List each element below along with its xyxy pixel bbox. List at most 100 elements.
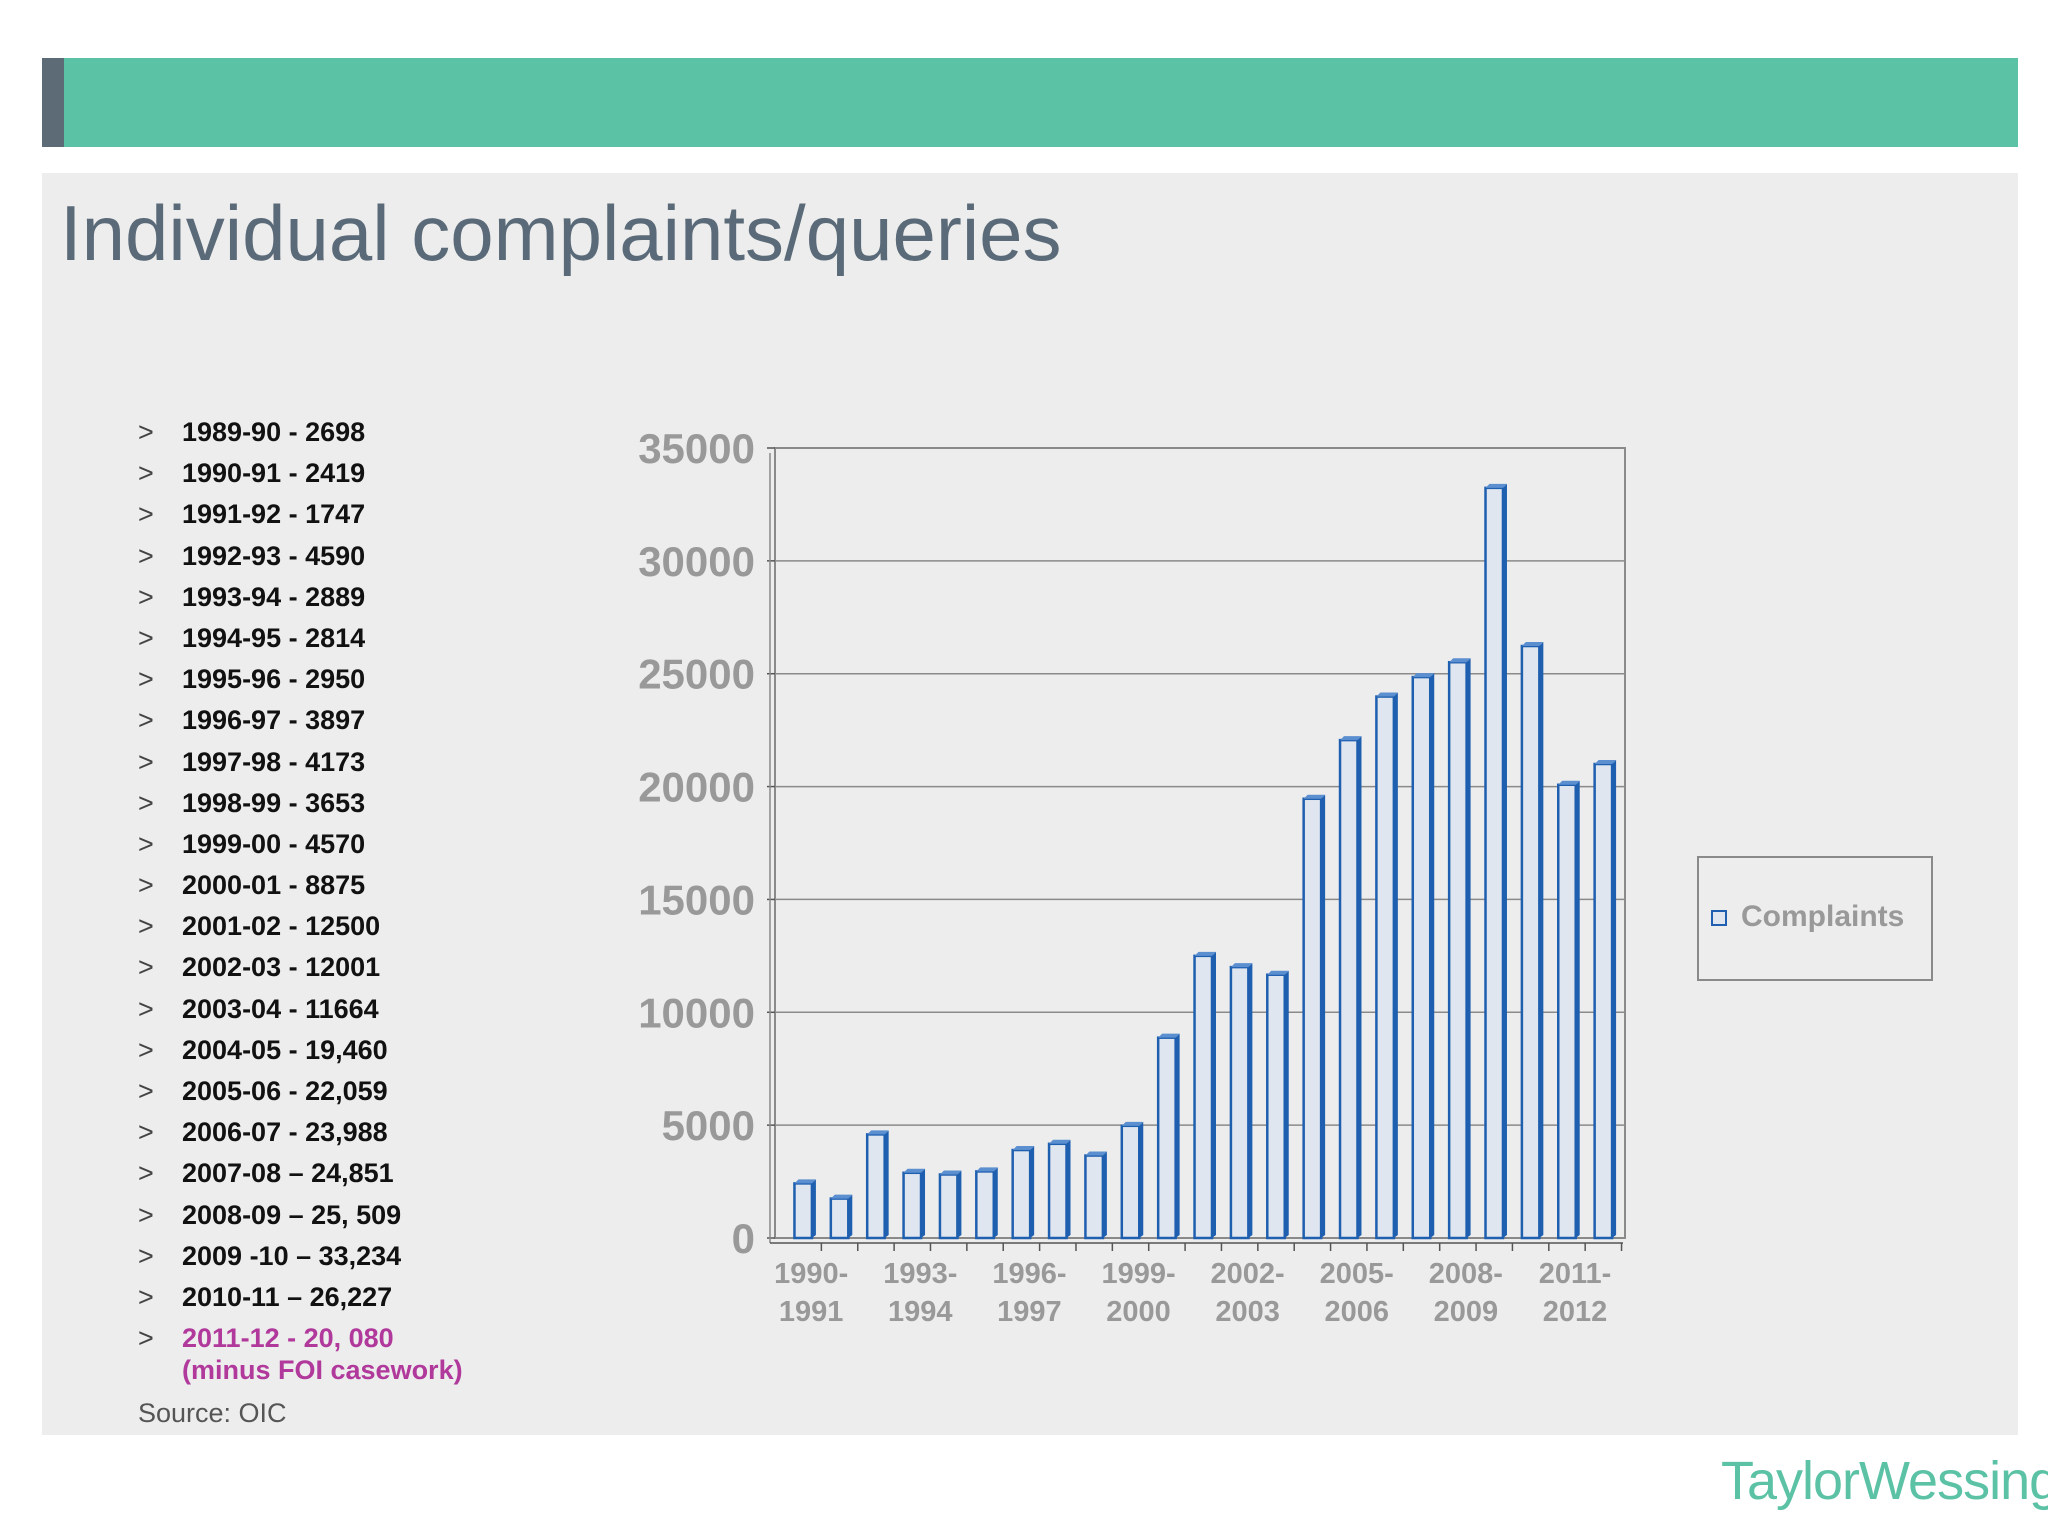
bar-top	[794, 1179, 816, 1184]
bar-front	[1484, 486, 1505, 1240]
list-item-text: 1999-00 - 4570	[182, 828, 366, 859]
bar	[1338, 736, 1362, 1240]
bar-side	[1066, 1139, 1071, 1238]
bar	[829, 1194, 853, 1240]
x-tick-label: 2000	[1106, 1296, 1171, 1328]
bar-front	[1557, 783, 1577, 1240]
bar	[1193, 951, 1217, 1240]
bullet-arrow-icon: >	[138, 828, 154, 859]
bullet-arrow-icon: >	[138, 1034, 154, 1065]
bar-top	[1521, 642, 1544, 647]
bar-front	[1193, 954, 1214, 1240]
list-item-text: 2000-01 - 8875	[182, 870, 366, 901]
bar-side	[1284, 970, 1289, 1238]
y-tick-label: 25000	[638, 651, 755, 698]
bar	[1120, 1121, 1144, 1240]
source-note: Source: OIC	[138, 1398, 287, 1428]
bar-front	[938, 1173, 959, 1240]
bar-side	[1502, 483, 1507, 1238]
list-item-text: 2011-12 - 20, 080	[182, 1323, 394, 1354]
bar-top	[1412, 673, 1435, 678]
bar-side	[1575, 780, 1580, 1238]
x-tick-label: 1994	[888, 1296, 953, 1328]
bar-side	[1466, 658, 1471, 1238]
list-item-text: 1994-95 - 2814	[182, 622, 366, 653]
bar	[1084, 1151, 1107, 1240]
bar-side	[884, 1130, 889, 1238]
bar-side	[993, 1167, 998, 1238]
bar-top	[1194, 951, 1217, 956]
bullet-arrow-icon: >	[138, 1117, 154, 1148]
bullet-arrow-icon: >	[138, 664, 154, 695]
y-tick-label: 35000	[638, 425, 755, 472]
page-title: Individual complaints/queries	[60, 189, 1062, 277]
list-item-text: 1998-99 - 3653	[182, 787, 366, 818]
bullet-arrow-icon: >	[138, 458, 154, 489]
bar-front	[793, 1182, 814, 1240]
bullet-arrow-icon: >	[138, 993, 154, 1024]
bar-top	[830, 1194, 853, 1199]
list-item-text: 2009 -10 – 33,234	[182, 1240, 402, 1271]
y-tick-label: 5000	[662, 1102, 755, 1149]
chart-axes	[767, 447, 1623, 1251]
bar-front	[1593, 762, 1614, 1240]
bar	[793, 1179, 816, 1240]
bar	[1229, 963, 1253, 1240]
bar-side	[1539, 642, 1544, 1238]
list-item-text: 1995-96 - 2950	[182, 664, 366, 695]
bar-side	[811, 1179, 816, 1238]
list-item-text: 1991-92 - 1747	[182, 499, 366, 530]
bar-top	[1303, 794, 1326, 799]
bar-top	[1085, 1151, 1107, 1156]
complaints-bar-chart: 0 5000 10000 15000 20000 25000 30000 35000 1990…	[638, 425, 1626, 1328]
bullet-arrow-icon: >	[138, 870, 154, 901]
legend-swatch	[1711, 910, 1727, 926]
bar-front	[1011, 1148, 1032, 1240]
list-item-text: 2008-09 – 25, 509	[182, 1199, 402, 1230]
bar-top	[1594, 760, 1617, 764]
bar-side	[957, 1170, 962, 1238]
bar-top	[1158, 1033, 1180, 1038]
list-item-text: 2003-04 - 11664	[182, 993, 379, 1024]
bar-side	[1430, 673, 1435, 1238]
y-tick-label: 20000	[638, 764, 755, 811]
bar-top	[1558, 780, 1580, 785]
x-tick-label: 1990-	[774, 1258, 848, 1290]
bar-top	[1340, 736, 1362, 741]
bar-side	[1102, 1151, 1107, 1238]
bar-top	[1267, 970, 1289, 975]
bar	[1266, 970, 1289, 1240]
bar-front	[1084, 1154, 1105, 1240]
list-item-text: 2001-02 - 12500	[182, 911, 381, 942]
header-bar-accent	[42, 58, 64, 147]
list-item-text: 1997-98 - 4173	[182, 746, 366, 777]
bar-side	[1175, 1033, 1180, 1238]
bar	[938, 1170, 962, 1240]
y-tick-label: 10000	[638, 989, 755, 1036]
bar-side	[1393, 692, 1398, 1238]
bar-top	[1485, 483, 1507, 488]
bar-side	[1212, 951, 1217, 1238]
x-tick-label: 2008-	[1429, 1258, 1503, 1290]
list-item-text: 1996-97 - 3897	[182, 705, 366, 736]
bar-front	[1229, 965, 1250, 1240]
list-item-text: 2002-03 - 12001	[182, 952, 381, 983]
bar-side	[1248, 963, 1253, 1238]
bar-front	[1047, 1142, 1068, 1240]
chart-legend: Complaints	[1697, 856, 1933, 981]
bar-side	[1357, 736, 1362, 1238]
bullet-arrow-icon: >	[138, 499, 154, 530]
list-item-text: 2010-11 – 26,227	[182, 1281, 393, 1312]
bullet-arrow-icon: >	[138, 746, 154, 777]
bar-front	[1266, 973, 1286, 1240]
bar-front	[865, 1133, 886, 1240]
list-item-text: 1990-91 - 2419	[182, 458, 366, 489]
bar-top	[867, 1130, 889, 1135]
bullet-arrow-icon: >	[138, 1323, 154, 1354]
chart-y-tick-labels: 0 5000 10000 15000 20000 25000 30000 35000	[638, 425, 755, 1262]
bullet-arrow-icon: >	[138, 540, 154, 571]
bar-top	[976, 1167, 998, 1172]
list-item-text: 1989-90 - 2698	[182, 417, 366, 447]
bullet-arrow-icon: >	[138, 952, 154, 983]
y-tick-label: 0	[732, 1215, 755, 1262]
